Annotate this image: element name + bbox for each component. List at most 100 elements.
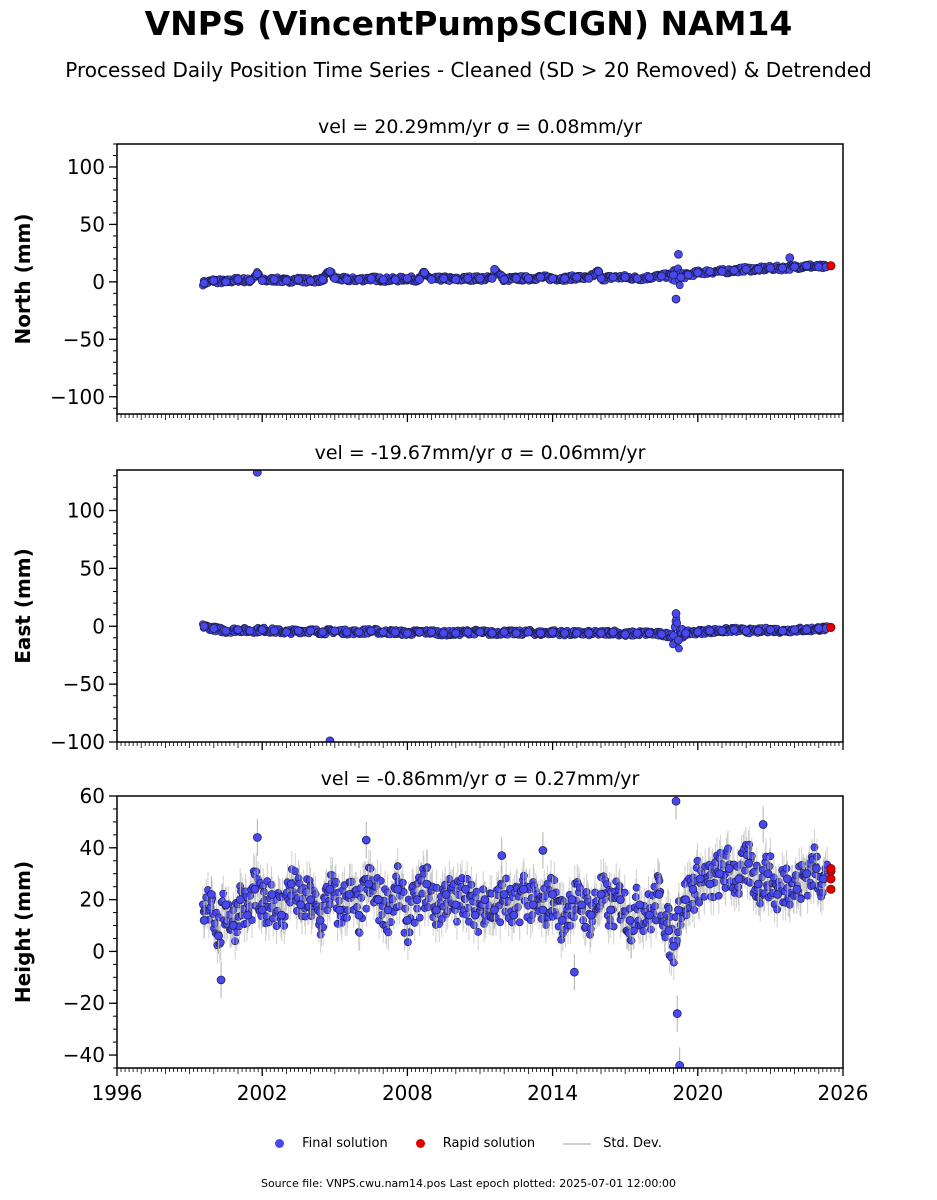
final-solution-point: [657, 271, 666, 281]
final-solution-point: [354, 627, 364, 637]
final-solution-point: [584, 628, 594, 638]
final-solution-point: [693, 268, 703, 278]
final-solution-point: [387, 918, 395, 926]
final-solution-point: [378, 627, 388, 637]
final-solution-point: [199, 621, 209, 631]
final-solution-point: [499, 275, 509, 284]
rapid-solution-point: [826, 622, 836, 632]
final-solution-point: [487, 628, 497, 638]
final-solution-point: [620, 888, 629, 897]
final-solution-point: [342, 275, 352, 284]
final-solution-point: [814, 262, 824, 272]
plot-frame-east: [116, 469, 844, 743]
final-solution-point: [524, 627, 533, 637]
final-solution-point: [719, 877, 728, 886]
final-solution-point: [219, 889, 228, 898]
final-solution-point: [259, 888, 268, 896]
final-solution-point: [651, 902, 660, 911]
final-solution-point: [221, 277, 231, 287]
final-solution-point: [199, 278, 209, 288]
y-tick-label: −100: [50, 730, 105, 754]
final-solution-point: [632, 628, 642, 638]
y-tick-label: 0: [92, 614, 105, 638]
final-solution-point: [657, 630, 666, 639]
final-solution-point: [362, 904, 371, 913]
final-solution-point: [331, 877, 340, 886]
final-solution-point: [403, 628, 412, 638]
final-solution-point: [753, 264, 763, 274]
final-solution-point: [294, 275, 303, 284]
y-tick-label: 50: [80, 556, 105, 580]
final-solution-point: [756, 899, 765, 908]
final-solution-point: [683, 270, 693, 280]
y-tick-label: 0: [92, 270, 105, 294]
final-solution-point: [325, 267, 335, 276]
y-tick-label: 100: [67, 499, 105, 523]
final-solution-point: [398, 878, 407, 887]
final-solution-point: [596, 628, 606, 638]
final-solution-point: [231, 937, 239, 946]
final-solution-point: [306, 626, 315, 636]
final-solution-point: [252, 867, 261, 876]
rapid-solution-point: [826, 261, 836, 271]
final-solution-point: [814, 624, 824, 633]
final-solution-point: [724, 844, 732, 853]
final-solution-point: [257, 625, 267, 635]
final-solution-point: [291, 867, 300, 876]
final-solution-point: [354, 275, 364, 284]
final-solution-point: [671, 609, 681, 618]
final-solution-point: [269, 626, 279, 636]
final-solution-point: [671, 294, 681, 304]
final-solution-point: [415, 913, 424, 922]
final-solution-point: [439, 628, 449, 638]
final-solution-point: [682, 911, 691, 920]
final-solution-point: [453, 917, 461, 926]
final-solution-point: [528, 911, 537, 919]
final-solution-point: [245, 276, 255, 286]
final-solution-point: [790, 625, 799, 635]
final-solution-point: [221, 626, 231, 636]
y-tick-label: −50: [63, 672, 105, 696]
final-solution-point: [620, 630, 630, 639]
final-solution-point: [631, 893, 640, 901]
final-solution-point: [318, 275, 328, 284]
final-solution-point: [487, 274, 497, 283]
final-solution-point: [785, 253, 795, 263]
final-solution-point: [474, 928, 483, 936]
final-solution-point: [427, 275, 436, 284]
figure-subtitle: Processed Daily Position Time Series - C…: [65, 58, 872, 82]
y-axis-label-height: Height (mm): [11, 861, 35, 1003]
final-solution-point: [499, 627, 509, 637]
final-solution-point: [536, 628, 545, 638]
final-solution-point: [690, 905, 699, 914]
final-solution-point: [282, 627, 291, 637]
final-solution-point: [729, 625, 739, 635]
final-solution-point: [496, 918, 505, 927]
final-solution-point: [594, 267, 603, 276]
y-axis-label-east: East (mm): [11, 548, 35, 664]
panel-north: vel = 20.29mm/yr σ = 0.08mm/yr North (mm)…: [11, 116, 844, 422]
final-solution-point: [508, 918, 516, 927]
final-solution-point: [705, 267, 715, 276]
final-solution-point: [548, 627, 557, 637]
final-solution-point: [443, 907, 452, 916]
final-solution-point: [572, 628, 582, 638]
final-solution-point: [318, 627, 328, 637]
final-solution-point: [673, 619, 682, 628]
final-solution-point: [584, 274, 594, 283]
panel-title-height: vel = -0.86mm/yr σ = 0.27mm/yr: [321, 768, 640, 790]
plot-area-height: [199, 796, 836, 1068]
final-solution-point: [306, 276, 315, 286]
final-solution-point: [645, 628, 654, 638]
final-solution-point: [608, 272, 618, 282]
final-solution-point: [729, 266, 739, 275]
final-solution-point: [664, 904, 673, 913]
final-solution-point: [490, 264, 499, 274]
final-solution-point: [419, 268, 429, 278]
final-solution-point: [393, 862, 402, 871]
final-solution-point: [575, 883, 584, 892]
final-solution-point: [620, 272, 630, 282]
y-tick-label: 100: [67, 155, 105, 179]
final-solution-point: [439, 274, 449, 283]
final-solution-point: [615, 882, 624, 890]
